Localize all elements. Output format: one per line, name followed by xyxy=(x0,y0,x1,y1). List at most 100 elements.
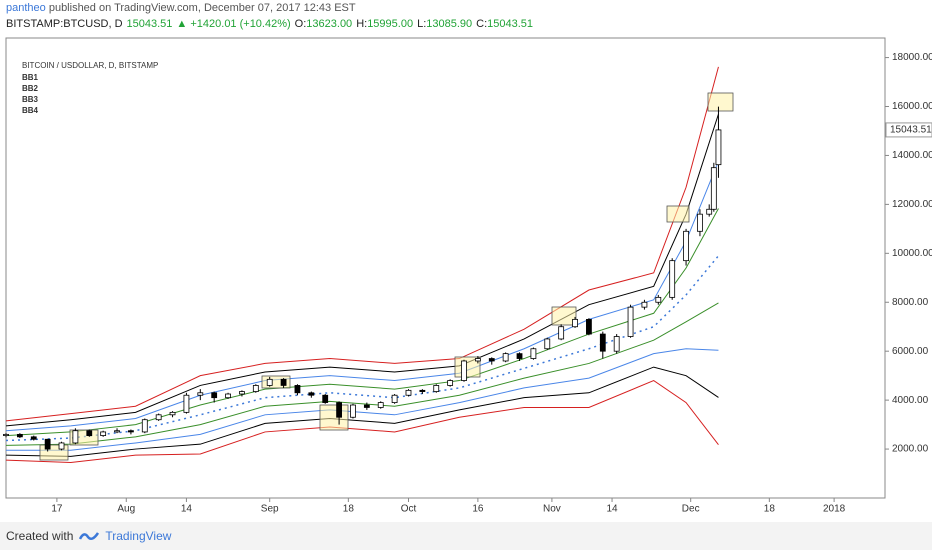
candle-body xyxy=(697,213,703,232)
candle-body xyxy=(391,394,398,403)
last-price-box xyxy=(885,122,932,138)
candle-body xyxy=(155,414,162,421)
candle-body xyxy=(169,411,176,416)
plot-frame xyxy=(5,37,886,499)
legend-entry: BB1 xyxy=(22,73,39,82)
highlights xyxy=(39,92,734,461)
legend-entry: BB3 xyxy=(22,95,39,104)
published: published on TradingView.com, December 0… xyxy=(48,2,356,14)
candle-body xyxy=(715,129,722,166)
y-tick-label: 6000.00 xyxy=(892,346,929,357)
candle-body xyxy=(447,380,454,386)
candle-body xyxy=(599,333,606,352)
candle-body xyxy=(197,392,204,396)
candle-body xyxy=(710,167,717,210)
x-tick-label: Nov xyxy=(543,504,561,515)
candle-body xyxy=(183,394,190,413)
candle-body xyxy=(530,348,537,359)
x-tick-label: 14 xyxy=(606,504,618,515)
ohlc-value: 13085.90 xyxy=(426,18,473,30)
x-tick-label: 16 xyxy=(472,504,484,515)
band-upper xyxy=(5,208,719,437)
y-tick-label: 10000.00 xyxy=(892,248,932,259)
candle-body xyxy=(502,353,509,362)
band-lower xyxy=(5,302,719,446)
candle-body xyxy=(44,438,51,450)
candle-body xyxy=(128,430,134,433)
highlight-box xyxy=(666,205,690,223)
brand: TradingView xyxy=(105,529,172,543)
candle-body xyxy=(474,358,481,362)
candle-body xyxy=(16,433,23,438)
author: pantheo xyxy=(6,2,46,14)
y-tick-label: 8000.00 xyxy=(892,297,929,308)
candle-body xyxy=(72,430,79,444)
highlight-box xyxy=(551,306,577,326)
candle-body xyxy=(706,208,713,215)
logo xyxy=(79,532,100,541)
chart-title: BITCOIN / USDOLLAR, D, BITSTAMP xyxy=(22,61,158,70)
band-upper xyxy=(5,66,719,422)
ohlc-item: C:15043.51 xyxy=(476,16,533,32)
candle-body xyxy=(322,394,329,403)
candle-body xyxy=(225,393,231,399)
candle-body xyxy=(488,358,495,362)
ohlc-label: O: xyxy=(294,18,307,30)
y-tick-label: 12000.00 xyxy=(892,199,932,210)
y-tick-label: 18000.00 xyxy=(892,52,932,63)
x-tick-label: 2018 xyxy=(823,504,846,515)
candle-body xyxy=(363,404,370,408)
y-tick-label: 16000.00 xyxy=(892,101,932,112)
x-tick-label: 18 xyxy=(764,504,776,515)
highlight-box xyxy=(319,404,349,431)
candle-body xyxy=(3,433,9,437)
candle-body xyxy=(433,385,440,392)
y-tick-label: 14000.00 xyxy=(892,150,932,161)
candle-body xyxy=(239,391,245,395)
band-lower xyxy=(6,348,719,451)
ohlc-label: C: xyxy=(476,18,488,30)
ohlc-item: O:13623.00 xyxy=(295,16,353,32)
created-with: Created with xyxy=(6,529,74,543)
candle-body xyxy=(294,385,301,394)
chart: BITCOIN / USDOLLAR, D, BITSTAMP 2000.00 4… xyxy=(3,37,932,515)
candle-body xyxy=(280,378,287,386)
candle-body xyxy=(266,378,273,386)
candle-body xyxy=(141,419,148,433)
x-tick-label: 18 xyxy=(343,504,355,515)
candle-body xyxy=(613,336,620,352)
symbol: BITSTAMP:BTCUSD, D xyxy=(6,18,123,30)
last-price: 15043.51 xyxy=(126,18,173,30)
x-tick-label: Aug xyxy=(117,504,135,515)
candle-body xyxy=(683,230,689,262)
header: pantheo published on TradingView.com, De… xyxy=(6,0,533,32)
candle-body xyxy=(627,306,634,337)
candle-body xyxy=(544,338,551,350)
candle-body xyxy=(350,404,356,418)
candle-body xyxy=(405,389,412,396)
quote-line: BITSTAMP:BTCUSD, D 15043.51 ▲ +1420.01 (… xyxy=(6,16,533,32)
candle-body xyxy=(211,392,218,399)
band-upper xyxy=(5,161,719,432)
x-tick-label: 17 xyxy=(51,504,63,515)
candle-body xyxy=(100,431,107,437)
candle-body xyxy=(30,436,37,440)
candle-body xyxy=(86,430,93,437)
x-tick-label: Dec xyxy=(682,504,700,515)
candle-body xyxy=(419,389,426,392)
ohlc-value: 15043.51 xyxy=(487,18,534,30)
band-upper xyxy=(5,113,719,427)
footer: Created with TradingView xyxy=(0,522,932,550)
candle-body xyxy=(655,296,662,303)
ohlc-value: 13623.00 xyxy=(306,18,353,30)
change: ▲ +1420.01 (+10.42%) xyxy=(176,18,291,30)
ohlc-label: L: xyxy=(417,18,427,30)
candle-body xyxy=(114,430,120,433)
candle-body xyxy=(641,301,648,308)
candle-body xyxy=(669,260,676,298)
candle-body xyxy=(461,360,467,381)
candle-body xyxy=(252,385,259,392)
highlight-box xyxy=(707,92,734,112)
ohlc: O:13623.00 H:15995.00 L:13085.90 C:15043.51 xyxy=(295,16,533,32)
